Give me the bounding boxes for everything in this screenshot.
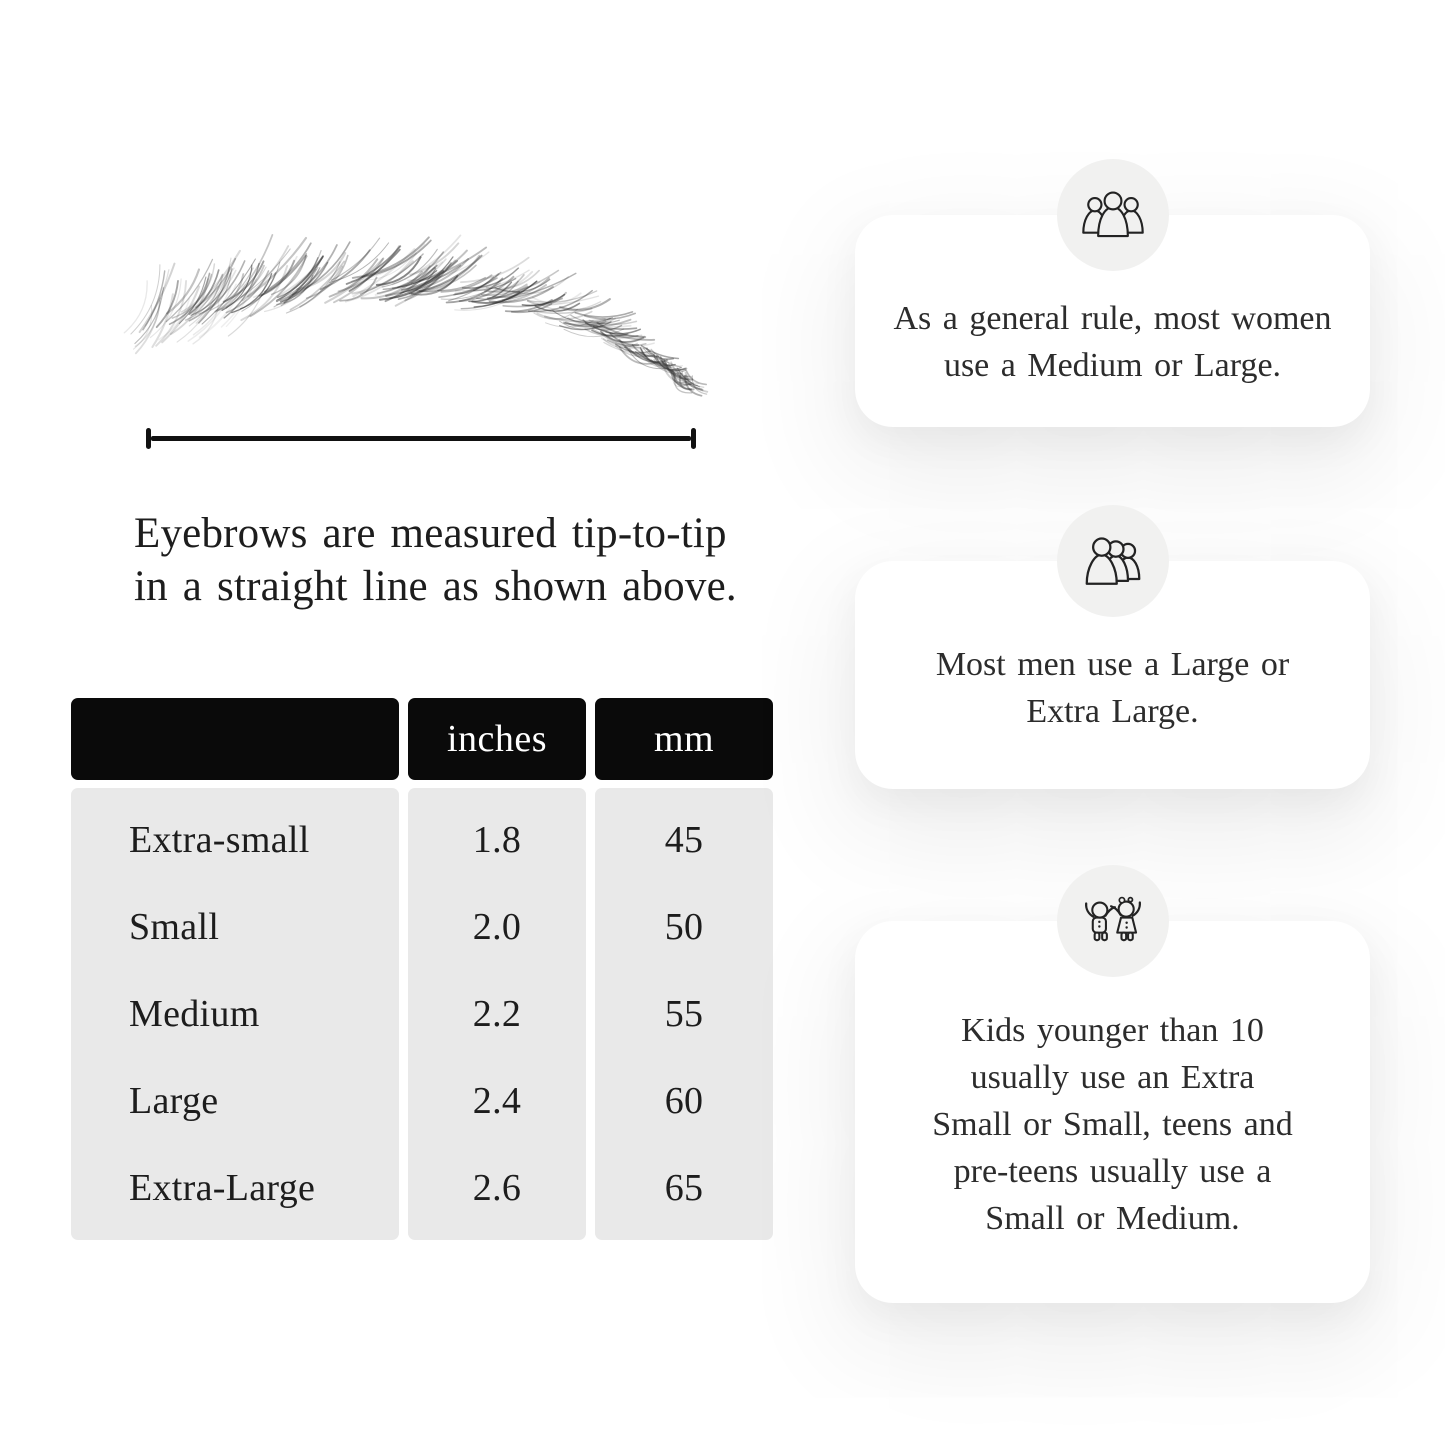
mm-value: 60	[664, 1079, 704, 1122]
icon-circle	[1056, 159, 1169, 271]
inches-value: 2.6	[472, 1166, 522, 1209]
info-card-women: As a general rule, most women use a Medi…	[855, 159, 1370, 427]
measurement-line-left-cap	[146, 427, 151, 449]
size-label: Small	[129, 905, 220, 948]
icon-circle	[1056, 505, 1169, 617]
card-text-line: Extra Large.	[1026, 693, 1199, 730]
card-text-line: Small or Small, teens and	[932, 1106, 1293, 1143]
size-label-column: Extra-small Small Medium Large Extra-Lar…	[71, 788, 399, 1240]
size-chart-header-row: inches mm	[71, 698, 773, 780]
eyebrow-sketch-illustration	[123, 234, 709, 397]
card-text-line: pre-teens usually use a	[953, 1153, 1272, 1190]
inches-column: 1.8 2.0 2.2 2.4 2.6	[408, 788, 586, 1240]
kids-icon	[1084, 896, 1141, 941]
women-group-icon	[1081, 191, 1144, 238]
card-text-line: As a general rule, most women	[893, 300, 1332, 337]
size-label: Medium	[129, 992, 260, 1035]
inches-value: 2.4	[472, 1079, 522, 1122]
header-cell-blank	[71, 698, 399, 780]
mm-value: 55	[664, 992, 704, 1035]
caption-line-1: Eyebrows are measured tip-to-tip	[134, 510, 727, 557]
men-group-icon	[1085, 537, 1140, 585]
inches-value: 1.8	[472, 818, 522, 861]
info-card-kids: Kids younger than 10 usually use an Extr…	[855, 865, 1370, 1303]
size-chart-body: Extra-small Small Medium Large Extra-Lar…	[71, 788, 773, 1240]
size-chart-table: inches mm Extra-small Small Medium Large…	[71, 698, 773, 1240]
inches-value: 2.2	[472, 992, 522, 1035]
size-label: Large	[129, 1079, 219, 1122]
icon-circle	[1056, 865, 1169, 977]
header-cell-inches: inches	[408, 698, 586, 780]
card-text-line: usually use an Extra	[970, 1059, 1255, 1096]
inches-value: 2.0	[472, 905, 522, 948]
measurement-line-right-cap	[691, 427, 696, 449]
mm-value: 45	[664, 818, 704, 861]
measurement-caption: Eyebrows are measured tip-to-tip in a st…	[134, 507, 737, 613]
card-text: As a general rule, most women use a Medi…	[873, 295, 1352, 389]
card-text-line: Small or Medium.	[985, 1200, 1240, 1237]
card-text-line: Kids younger than 10	[961, 1012, 1264, 1049]
size-label: Extra-small	[129, 818, 310, 861]
card-text-line: Most men use a Large or	[935, 646, 1290, 683]
mm-value: 50	[664, 905, 704, 948]
header-cell-mm: mm	[595, 698, 773, 780]
info-card-men: Most men use a Large or Extra Large.	[855, 505, 1370, 789]
card-text-line: use a Medium or Large.	[943, 347, 1282, 384]
measurement-line	[146, 427, 696, 449]
mm-value: 65	[664, 1166, 704, 1209]
card-text: Most men use a Large or Extra Large.	[873, 641, 1352, 735]
mm-column: 45 50 55 60 65	[595, 788, 773, 1240]
caption-line-2: in a straight line as shown above.	[134, 563, 737, 610]
measurement-line-bar	[151, 435, 691, 441]
card-text: Kids younger than 10 usually use an Extr…	[873, 1007, 1352, 1242]
size-label: Extra-Large	[129, 1166, 316, 1209]
